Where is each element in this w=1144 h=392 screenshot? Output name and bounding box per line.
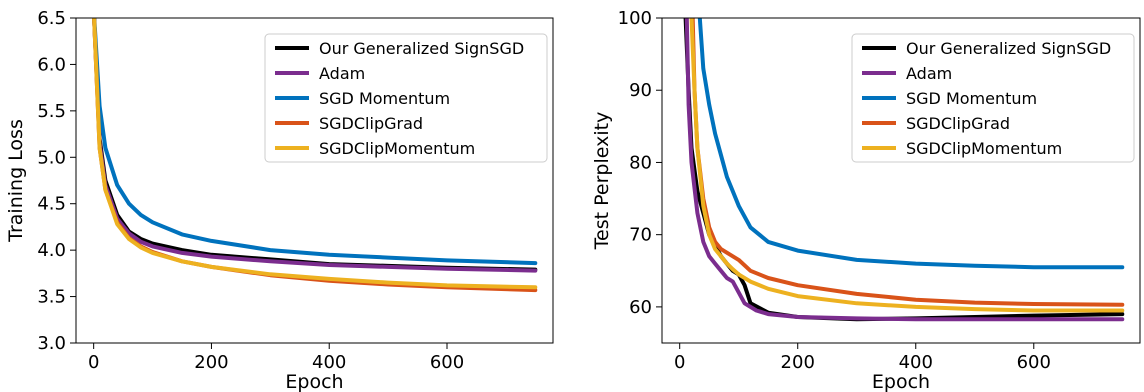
panel-1-x-tick-label-3: 400 [312, 352, 346, 373]
panel-2-y-tick-label-5: 100 [618, 8, 652, 29]
panel-1-legend-label-3: SGD Momentum [319, 89, 450, 108]
panel-1-y-tick-label-8: 6.5 [37, 8, 66, 29]
panel-1-y-tick-label-6: 5.5 [37, 101, 66, 122]
panel-1-y-tick-label-3: 4.0 [37, 240, 66, 261]
panel-2-y-tick-label-4: 90 [629, 80, 652, 101]
panel-2-x-tick-label-1: 0 [674, 352, 685, 373]
panel-1-y-tick-label-5: 5.0 [37, 147, 66, 168]
panel-2-y-tick-label-2: 70 [629, 225, 652, 246]
panel-1-series-line-3 [92, 18, 538, 266]
panel-1-x-axis-label: Epoch [285, 371, 343, 392]
panel-1-y-tick-label-1: 3.0 [37, 333, 66, 354]
panel-1-axes-frame [75, 17, 554, 344]
panel-2-legend-box [851, 33, 1135, 163]
panel-2-axes-frame [661, 17, 1141, 344]
panel-1-legend-label-4: SGDClipGrad [319, 114, 423, 133]
panel-1-series-group [92, 18, 538, 293]
panel-1-legend-label-2: Adam [319, 64, 365, 83]
panel-2-legend-label-3: SGD Momentum [906, 89, 1037, 108]
panel-1-x-tick-label-4: 600 [430, 352, 464, 373]
panel-1-y-tick-label-4: 4.5 [37, 194, 66, 215]
panel-1-legend: Our Generalized SignSGD Adam SGD Momentum S… [264, 33, 548, 163]
panel-2-legend-label-5: SGDClipMomentum [906, 139, 1062, 158]
panel-2-y-axis-label: Test Perplexity [591, 112, 613, 251]
panel-2-series-line-5 [689, 18, 1125, 313]
panel-2-series-line-3 [697, 18, 1125, 270]
panel-2-x-tick-label-3: 400 [899, 352, 933, 373]
panel-1-y-axis-label: Training Loss [5, 119, 27, 243]
panel-1: 0 200 400 600 3.0 3.5 4.0 4.5 5.0 5.5 6.0 6.5 Epoch T… [5, 8, 554, 392]
panel-1-y-tick-label-2: 3.5 [37, 287, 66, 308]
panel-1-x-tick-label-1: 0 [88, 352, 99, 373]
panel-1-y-tick-label-7: 6.0 [37, 54, 66, 75]
panel-2-legend: Our Generalized SignSGD Adam SGD Momentum S… [851, 33, 1135, 163]
panel-2-series-group [683, 18, 1125, 322]
panel-2-y-tick-label-1: 60 [629, 297, 652, 318]
panel-1-legend-box [264, 33, 548, 163]
panel-2-series-line-2 [684, 18, 1125, 322]
panel-1-series-line-5 [92, 18, 538, 290]
panel-2-y-tick-label-3: 80 [629, 152, 652, 173]
panel-1-x-tick-label-2: 200 [194, 352, 228, 373]
panel-2-legend-label-1: Our Generalized SignSGD [906, 39, 1111, 58]
panel-2: 0 200 400 600 60 70 80 90 100 Epoch Test Perplexit… [591, 8, 1141, 392]
panel-2-x-tick-label-2: 200 [781, 352, 815, 373]
panel-2-legend-label-4: SGDClipGrad [906, 114, 1010, 133]
panel-1-legend-label-5: SGDClipMomentum [319, 139, 475, 158]
panel-2-x-tick-label-4: 600 [1017, 352, 1051, 373]
panel-1-legend-label-1: Our Generalized SignSGD [319, 39, 524, 58]
panel-2-legend-label-2: Adam [906, 64, 952, 83]
panel-2-x-axis-label: Epoch [872, 371, 930, 392]
